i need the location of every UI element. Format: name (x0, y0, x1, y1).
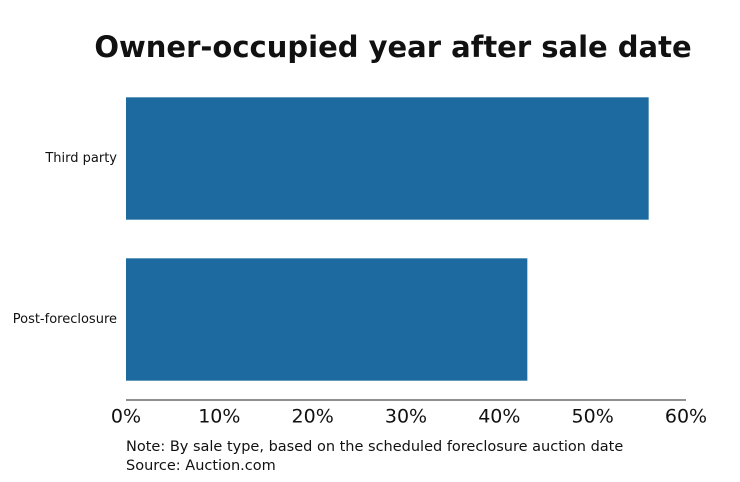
x-tick-label: 40% (478, 406, 520, 428)
x-tick-label: 0% (111, 406, 141, 428)
x-tick-label: 20% (292, 406, 334, 428)
note: Note: By sale type, based on the schedul… (126, 439, 623, 455)
chart-title: Owner-occupied year after sale date (94, 30, 691, 64)
bar (126, 97, 649, 220)
x-tick-label: 60% (665, 406, 707, 428)
x-tick-label: 50% (572, 406, 614, 428)
y-tick-label: Third party (44, 151, 117, 166)
x-tick-label: 10% (198, 406, 240, 428)
x-tick-label: 30% (385, 406, 427, 428)
bar (126, 258, 528, 381)
note: Source: Auction.com (126, 458, 276, 474)
y-tick-label: Post-foreclosure (13, 312, 117, 327)
